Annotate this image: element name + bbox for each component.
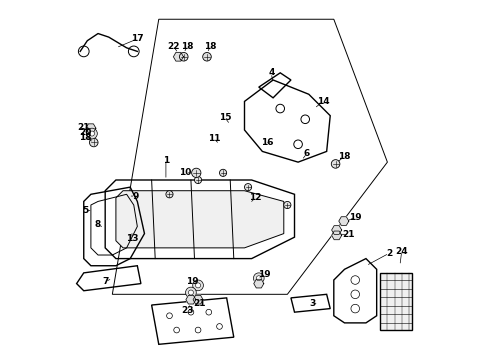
Circle shape: [194, 176, 201, 184]
Text: 10: 10: [179, 168, 191, 177]
Circle shape: [179, 53, 188, 61]
Text: 22: 22: [166, 41, 179, 50]
Circle shape: [219, 169, 226, 176]
Polygon shape: [86, 124, 96, 132]
Text: 5: 5: [82, 206, 88, 215]
Circle shape: [192, 280, 203, 291]
Polygon shape: [331, 231, 341, 240]
Polygon shape: [253, 279, 263, 288]
Circle shape: [253, 273, 264, 284]
Circle shape: [331, 159, 339, 168]
Text: 8: 8: [95, 220, 101, 229]
Text: 18: 18: [181, 41, 193, 50]
Text: 7: 7: [102, 277, 108, 286]
Text: 1: 1: [163, 156, 169, 165]
Text: 16: 16: [261, 138, 273, 147]
Text: 18: 18: [204, 41, 216, 50]
Polygon shape: [185, 295, 196, 304]
Polygon shape: [338, 217, 348, 225]
Text: 13: 13: [125, 234, 138, 243]
Text: 3: 3: [308, 299, 315, 308]
Text: 19: 19: [257, 270, 270, 279]
Text: 20: 20: [79, 129, 92, 138]
Polygon shape: [331, 226, 341, 234]
Text: 6: 6: [303, 149, 309, 158]
Polygon shape: [173, 53, 183, 61]
Text: 11: 11: [207, 134, 220, 143]
Text: 21: 21: [77, 123, 90, 132]
Text: 9: 9: [132, 192, 139, 201]
Circle shape: [188, 290, 193, 295]
Polygon shape: [380, 273, 411, 330]
Circle shape: [195, 283, 200, 288]
Text: 12: 12: [248, 193, 261, 202]
Circle shape: [244, 184, 251, 191]
Polygon shape: [116, 191, 283, 248]
Text: 18: 18: [337, 152, 349, 161]
Circle shape: [185, 287, 196, 298]
Circle shape: [203, 53, 211, 61]
Circle shape: [89, 131, 94, 136]
Circle shape: [165, 191, 173, 198]
Text: 2: 2: [385, 249, 391, 258]
Circle shape: [191, 168, 201, 177]
Text: 14: 14: [316, 97, 329, 106]
Circle shape: [283, 202, 290, 208]
Circle shape: [256, 276, 261, 281]
Text: 19: 19: [186, 277, 199, 286]
Text: 4: 4: [267, 68, 274, 77]
Text: 23: 23: [181, 306, 193, 315]
Polygon shape: [193, 295, 203, 304]
Circle shape: [89, 138, 98, 147]
Circle shape: [86, 128, 97, 139]
Text: 21: 21: [193, 299, 205, 308]
Text: 19: 19: [348, 213, 361, 222]
Text: 21: 21: [341, 230, 354, 239]
Text: 15: 15: [218, 113, 231, 122]
Text: 17: 17: [131, 35, 143, 44]
Text: 24: 24: [395, 247, 407, 256]
Text: 18: 18: [79, 132, 92, 141]
